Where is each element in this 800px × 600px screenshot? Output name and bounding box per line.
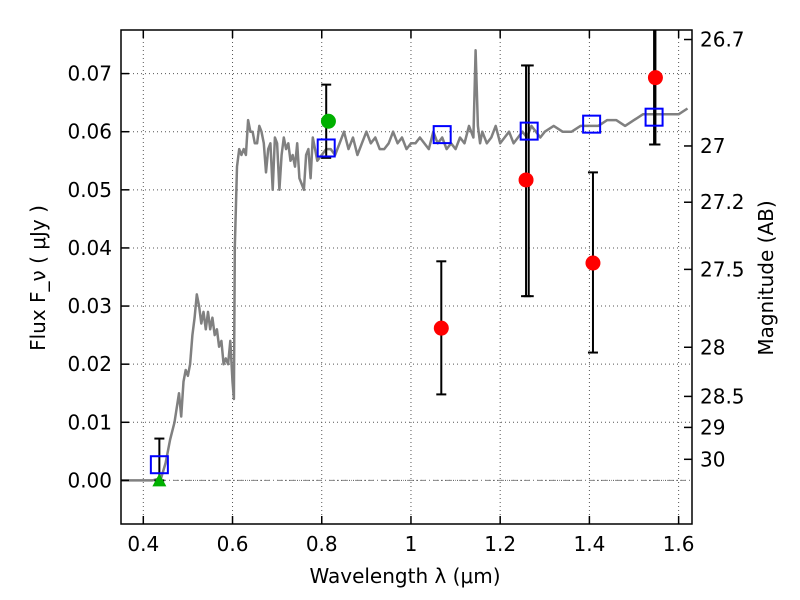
x-tick-label: 0.8 <box>306 532 338 556</box>
x-tick-label: 1.6 <box>663 532 695 556</box>
right-tick-label: 28 <box>700 335 725 359</box>
x-tick-label: 1 <box>405 532 418 556</box>
detection-point <box>518 172 534 188</box>
y-axis-label: Flux F_ν ( μJy ) <box>26 205 50 351</box>
x-tick-label: 0.6 <box>217 532 249 556</box>
x-tick-label: 1.2 <box>484 532 516 556</box>
y-tick-label: 0.05 <box>67 178 112 202</box>
detection-point <box>647 70 663 86</box>
model-square-point <box>149 455 169 475</box>
model-square-point <box>432 125 452 145</box>
y-tick-label: 0.00 <box>67 468 112 492</box>
right-tick-label: 27 <box>700 134 725 158</box>
y-tick-label: 0.04 <box>67 236 112 260</box>
y-tick-label: 0.06 <box>67 120 112 144</box>
right-tick-label: 27.2 <box>700 190 745 214</box>
right-tick-label: 28.5 <box>700 384 745 408</box>
green-circle-point <box>320 113 336 129</box>
y-tick-label: 0.03 <box>67 294 112 318</box>
y-tick-label: 0.02 <box>67 352 112 376</box>
right-tick-label: 26.7 <box>700 28 745 52</box>
right-tick-label: 30 <box>700 447 725 471</box>
x-axis-ticks: 0.4 0.6 0.8 1 1.2 1.4 1.6 <box>127 30 695 556</box>
x-axis-label: Wavelength λ (μm) <box>309 564 500 588</box>
right-axis-label: Magnitude (AB) <box>754 200 778 355</box>
right-tick-label: 29 <box>700 415 725 439</box>
green-triangle-point <box>152 473 167 487</box>
x-tick-label: 0.4 <box>127 532 159 556</box>
sed-spectrum-line <box>121 49 689 482</box>
detection-point <box>433 320 449 336</box>
y-tick-label: 0.01 <box>67 410 112 434</box>
model-square-point <box>316 138 336 158</box>
y-axis-ticks: 0.00 0.01 0.02 0.03 0.04 0.05 0.06 0.07 <box>67 62 129 492</box>
y-tick-label: 0.07 <box>67 62 112 86</box>
x-tick-label: 1.4 <box>573 532 605 556</box>
right-axis-ticks: 26.7 27 27.2 27.5 28 28.5 29 30 <box>684 28 745 471</box>
model-square-point <box>582 114 602 134</box>
model-square-point <box>519 121 539 141</box>
detection-point <box>585 255 601 271</box>
right-tick-label: 27.5 <box>700 257 745 281</box>
model-square-point <box>644 107 664 127</box>
plot-frame <box>120 29 693 525</box>
data-marks <box>149 30 664 487</box>
